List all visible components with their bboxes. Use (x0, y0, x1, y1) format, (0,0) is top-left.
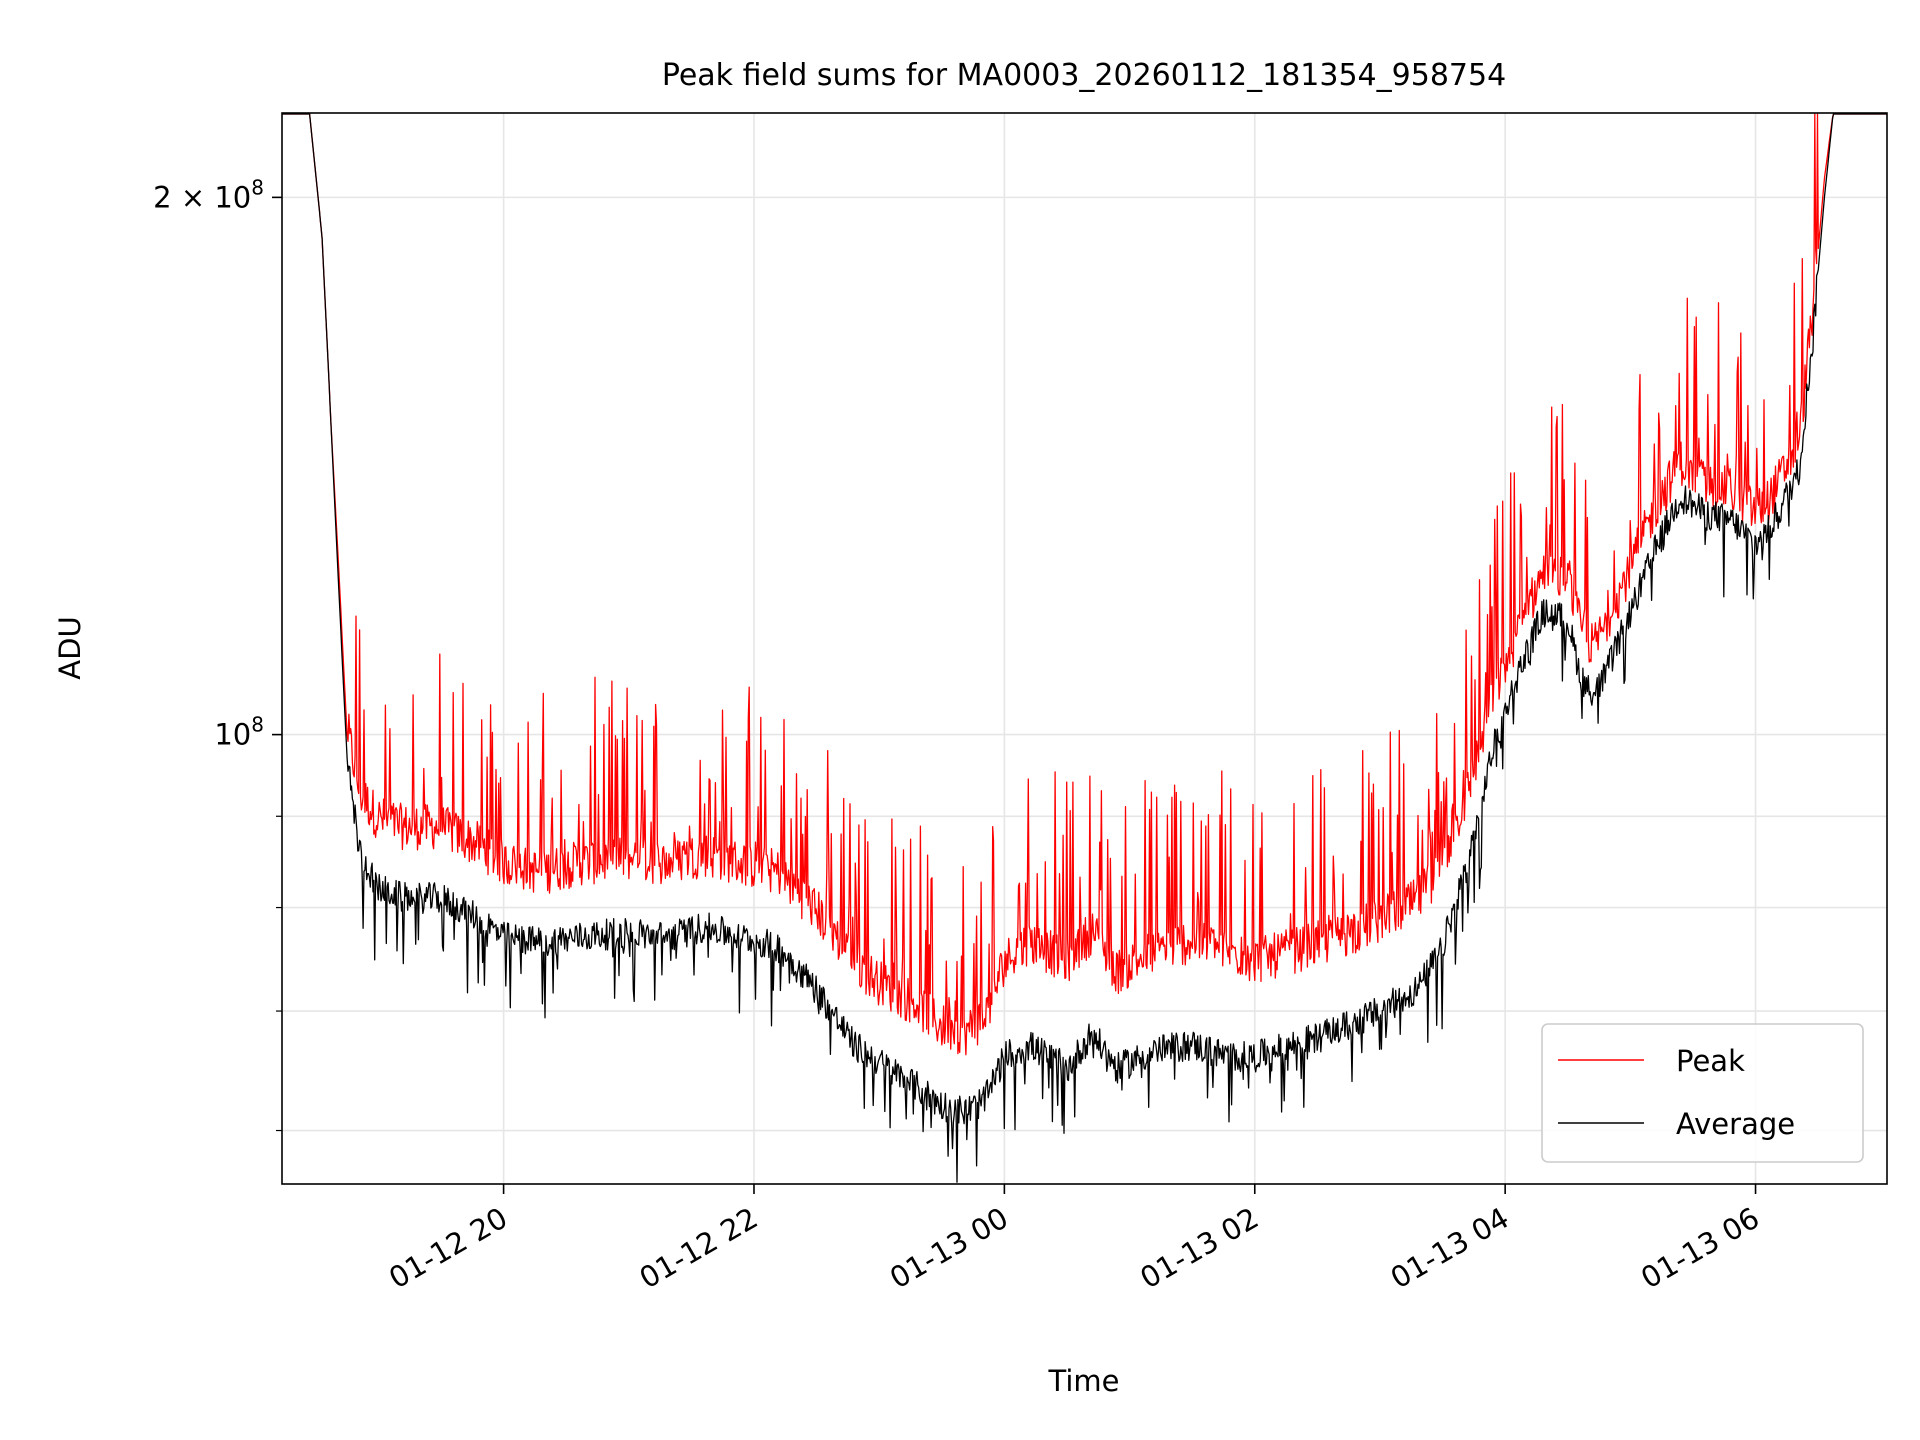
series-line-average (282, 113, 1887, 1183)
y-tick-label-base: 10 (214, 718, 251, 752)
grid-lines (282, 113, 1887, 1184)
y-axis-label: ADU (53, 616, 87, 679)
series-line-peak (282, 113, 1887, 1056)
y-tick-label: 108 (214, 713, 264, 752)
chart-title: Peak field sums for MA0003_20260112_1813… (662, 58, 1506, 93)
plot-frame (281, 112, 1888, 1185)
series-lines (282, 113, 1887, 1183)
legend-average-label: Average (1676, 1107, 1795, 1141)
y-tick-label-exponent: 8 (251, 713, 264, 737)
x-axis-label: Time (1048, 1364, 1120, 1398)
legend: Peak Average (1541, 1023, 1864, 1163)
legend-box (1541, 1023, 1864, 1163)
y-tick-label: 2 × 108 (153, 175, 264, 214)
y-tick-label-base: 2 × 10 (153, 180, 251, 214)
y-tick-label-exponent: 8 (251, 175, 264, 199)
legend-peak-label: Peak (1676, 1044, 1745, 1078)
